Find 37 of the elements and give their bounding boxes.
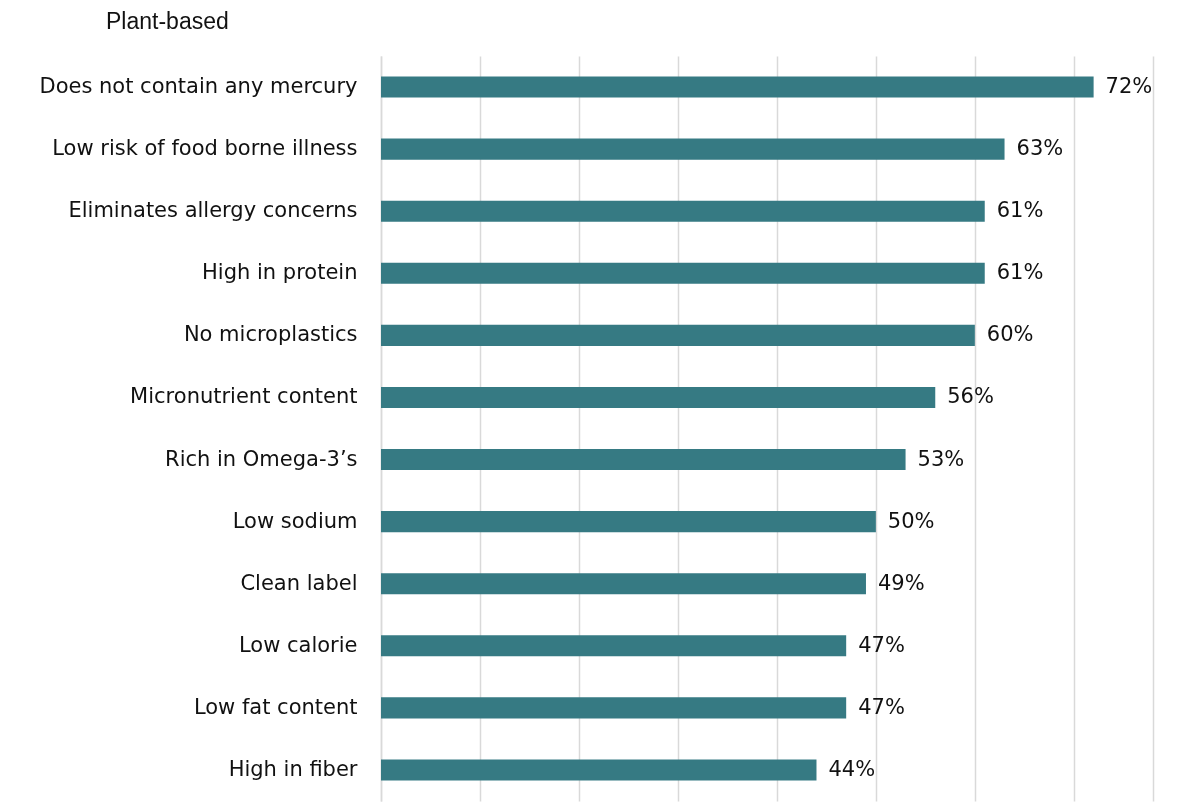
bar: [381, 573, 866, 595]
y-tick-label: Does not contain any mercury: [39, 74, 358, 99]
y-tick-label: Low fat content: [193, 694, 358, 719]
y-tick-label: Low risk of food borne illness: [52, 136, 358, 161]
data-label: 61%: [996, 260, 1044, 285]
bar: [381, 324, 975, 346]
data-label: 60%: [986, 322, 1034, 347]
y-tick-label: Micronutrient content: [130, 384, 358, 409]
bar: [381, 511, 876, 533]
bar: [381, 448, 906, 471]
bar: [381, 759, 817, 781]
y-tick-label: Low calorie: [238, 632, 358, 657]
y-tick-label: High in protein: [202, 260, 358, 285]
data-label: 47%: [858, 694, 905, 719]
data-label: 49%: [877, 570, 925, 595]
data-label: 56%: [947, 384, 994, 409]
data-label: 47%: [858, 632, 905, 657]
data-label: 63%: [1016, 136, 1064, 161]
data-label: 53%: [917, 446, 965, 471]
y-tick-label: High in fiber: [228, 756, 358, 781]
bar: [381, 697, 847, 719]
data-label: 72%: [1105, 74, 1153, 99]
bar: [381, 635, 847, 657]
bar: [381, 76, 1094, 98]
y-tick-label: Rich in Omega-3’s: [165, 446, 358, 471]
data-label: 44%: [828, 756, 876, 781]
text: Plant-based: [106, 8, 229, 34]
y-tick-label: Low sodium: [232, 508, 358, 533]
bar: [381, 262, 985, 284]
data-label: 61%: [996, 198, 1044, 223]
bar: [381, 138, 1005, 160]
y-tick-label: No microplastics: [183, 322, 358, 347]
y-tick-label: Eliminates allergy concerns: [68, 198, 358, 223]
y-tick-label: Clean label: [240, 570, 358, 595]
bar: [381, 200, 985, 222]
data-label: 50%: [887, 508, 935, 533]
bar: [381, 386, 936, 409]
